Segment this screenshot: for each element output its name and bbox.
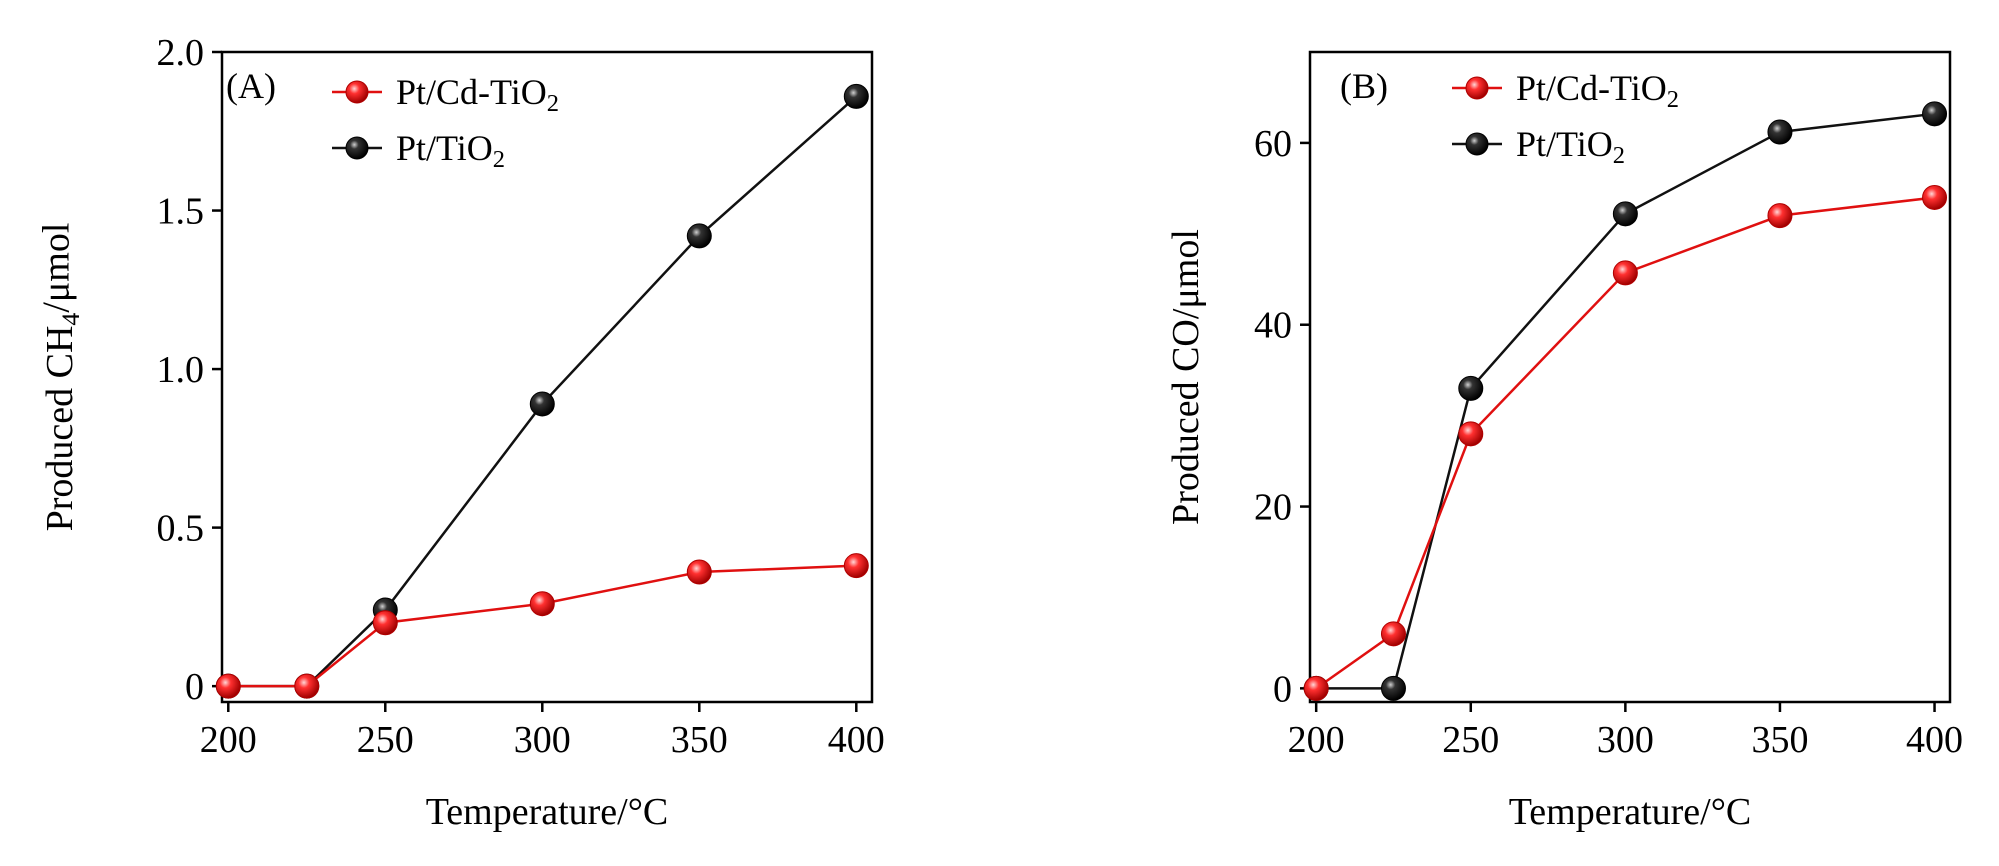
chart-panel-a: 200 250 300 350 400 0 0.5 1.0 1.5 2.0 Temperature/… xyxy=(36,32,885,833)
data-point xyxy=(1922,101,1948,127)
legend-label: Pt/Cd-TiO2 xyxy=(396,72,559,117)
series-line xyxy=(1316,112,1935,690)
data-point xyxy=(529,391,555,417)
data-point xyxy=(294,673,320,699)
plot-frame xyxy=(220,50,874,704)
data-point xyxy=(372,610,398,636)
text-part: Produced CO/μmol xyxy=(1165,229,1207,525)
x-tick-label: 300 xyxy=(1597,719,1654,761)
legend-marker xyxy=(345,136,369,160)
data-point xyxy=(843,553,869,579)
panel-label: (B) xyxy=(1340,66,1388,106)
y-axis-title: Produced CO/μmol xyxy=(1165,229,1207,525)
data-point xyxy=(1380,621,1406,647)
data-point xyxy=(529,591,555,617)
y-tick-label: 0 xyxy=(185,666,204,708)
text-part: Pt/TiO xyxy=(396,128,493,168)
x-tick-label: 350 xyxy=(671,719,728,761)
data-point xyxy=(1922,184,1948,210)
text-part: Produced CH xyxy=(39,326,81,532)
text-part: Pt/TiO xyxy=(1516,124,1613,164)
data-point xyxy=(1767,119,1793,145)
data-point xyxy=(1303,675,1329,701)
plot-frame xyxy=(1308,50,1952,704)
subscript: 2 xyxy=(1667,86,1679,113)
text-part: /μmol xyxy=(36,223,78,313)
y-tick-label: 0 xyxy=(1273,668,1292,710)
x-axis-title: Temperature/°C xyxy=(1509,791,1752,833)
legend-label: Pt/TiO2 xyxy=(1516,124,1625,169)
legend-marker xyxy=(1465,76,1489,100)
subscript: 2 xyxy=(493,146,505,173)
x-tick-label: 250 xyxy=(357,719,414,761)
text-part: Pt/Cd-TiO xyxy=(1516,68,1667,108)
y-tick-label: 0.5 xyxy=(157,508,205,550)
x-axis-title: Temperature/°C xyxy=(426,791,669,833)
data-point xyxy=(1458,375,1484,401)
y-axis-title: Produced CH4/μmol xyxy=(36,223,86,532)
x-tick-label: 350 xyxy=(1751,719,1808,761)
text-part: Pt/Cd-TiO xyxy=(396,72,547,112)
x-tick-label: 400 xyxy=(828,719,885,761)
y-tick-label: 1.5 xyxy=(157,191,205,233)
data-point xyxy=(1612,201,1638,227)
y-tick-label: 20 xyxy=(1254,487,1292,529)
panel-label: (A) xyxy=(226,66,276,106)
subscript: 4 xyxy=(56,313,85,326)
y-tick-label: 2.0 xyxy=(157,32,205,74)
data-point xyxy=(686,223,712,249)
data-point xyxy=(1458,421,1484,447)
data-point xyxy=(215,673,241,699)
series-line xyxy=(1315,196,1935,690)
data-point xyxy=(1767,203,1793,229)
x-tick-label: 200 xyxy=(200,719,257,761)
data-point xyxy=(1612,260,1638,286)
legend-marker xyxy=(1465,132,1489,156)
data-point xyxy=(843,83,869,109)
series-line xyxy=(228,564,857,688)
data-point xyxy=(686,559,712,585)
x-tick-label: 250 xyxy=(1442,719,1499,761)
data-point xyxy=(1380,675,1406,701)
x-tick-label: 400 xyxy=(1906,719,1963,761)
subscript: 2 xyxy=(1613,142,1625,169)
y-tick-label: 60 xyxy=(1254,123,1292,165)
legend-marker xyxy=(345,80,369,104)
legend-label: Pt/Cd-TiO2 xyxy=(1516,68,1679,113)
y-tick-label: 1.0 xyxy=(157,349,205,391)
y-tick-label: 40 xyxy=(1254,305,1292,347)
x-tick-label: 300 xyxy=(514,719,571,761)
legend-label: Pt/TiO2 xyxy=(396,128,505,173)
x-tick-label: 200 xyxy=(1288,719,1345,761)
chart-panel-b: 200 250 300 350 400 0 20 40 60 Temperature/°C Prod… xyxy=(1165,50,1963,833)
subscript: 2 xyxy=(547,90,559,117)
